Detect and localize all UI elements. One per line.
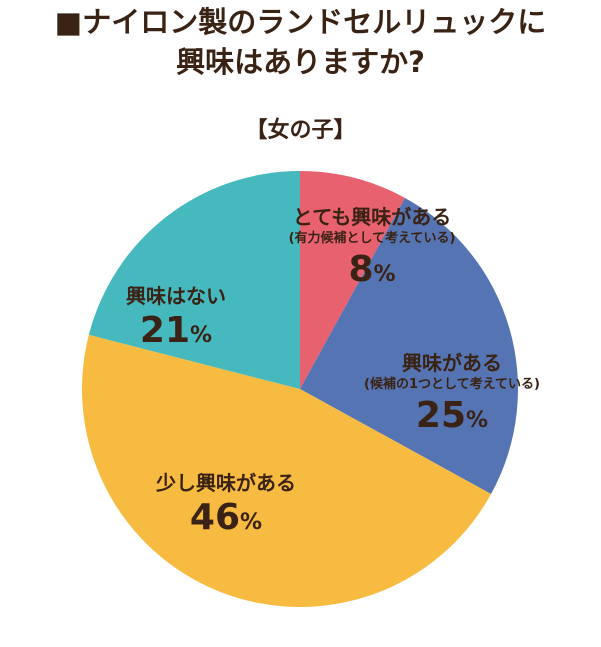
slice-name: 興味がある — [401, 351, 502, 375]
pie-slice-somewhat-interested — [81, 334, 492, 607]
slice-percent: 21% — [139, 310, 213, 351]
slice-label-somewhat-interested: 少し興味がある 46% — [156, 470, 296, 545]
slice-note: (有力候補として考えている) — [288, 231, 456, 246]
slice-name: 興味はない — [126, 284, 226, 308]
pie-slice-not-interested — [88, 171, 300, 389]
chart-subtitle: 【女の子】 — [245, 118, 356, 143]
chart-title-line1: ■ナイロン製のランドセルリュックに — [54, 5, 547, 39]
slice-percent: 46% — [189, 497, 263, 538]
chart-title-line2: 興味はありますか? — [176, 45, 425, 79]
slice-name: とても興味がある — [292, 205, 452, 229]
slice-percent: 25% — [415, 395, 489, 436]
slice-name: 少し興味がある — [156, 471, 296, 495]
slice-label-not-interested: 興味はない 21% — [126, 283, 226, 358]
pie-slice-interested — [300, 197, 518, 495]
slice-note: (候補の1つとして考えている) — [364, 377, 540, 392]
slice-label-very-interested: とても興味がある (有力候補として考えている) 8% — [289, 204, 456, 297]
pie-slice-very-interested — [300, 171, 406, 389]
slice-percent: 8% — [348, 249, 396, 290]
slice-label-interested: 興味がある (候補の1つとして考えている) 25% — [364, 350, 540, 443]
